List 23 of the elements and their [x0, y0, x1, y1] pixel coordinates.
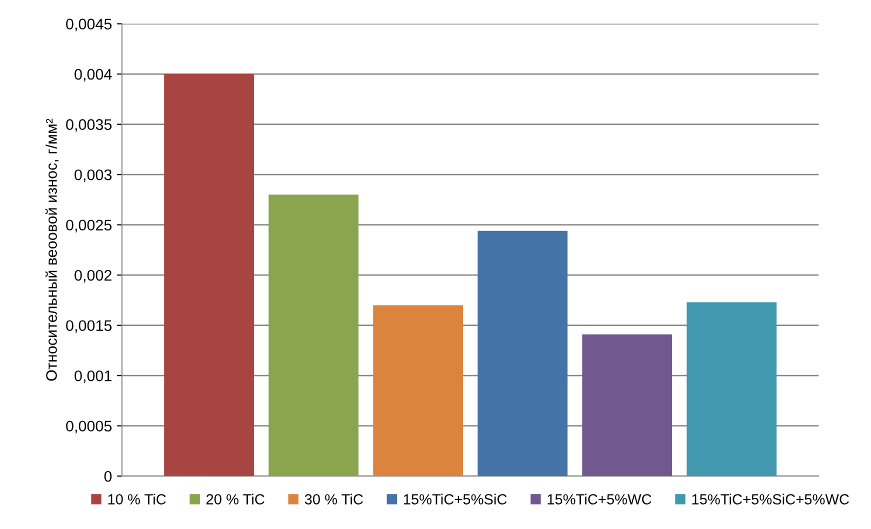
bar [582, 334, 672, 476]
bar [164, 74, 254, 476]
legend-label: 15%TiC+5%SiC+5%WC [692, 494, 849, 504]
y-tick-label: 0,0025 [66, 220, 112, 232]
bar [373, 305, 464, 476]
y-tick-label: 0,0015 [66, 320, 112, 333]
legend-label: 10 % TiC [108, 494, 166, 504]
y-tick-label: 0 [104, 470, 112, 482]
legend-label: 20 % TiC [206, 494, 264, 504]
y-axis-title: Относительный веоовой износ, г/мм² [45, 118, 59, 381]
bar [478, 230, 568, 476]
y-tick-label: 0,004 [74, 68, 112, 82]
legend-label: 30 % TiC [304, 494, 363, 504]
y-tick-label: 0,002 [74, 270, 112, 283]
bar [268, 194, 359, 476]
bar [686, 302, 777, 476]
legend-label: 15%TiC+5%WC [548, 494, 652, 504]
y-tick-label: 0,0045 [66, 18, 112, 32]
y-tick-label: 0,0035 [66, 119, 112, 132]
y-tick-label: 0,0005 [66, 420, 112, 434]
y-tick-label: 0,001 [74, 370, 112, 384]
legend-label: 15%TiC+5%SiC [404, 494, 507, 504]
y-tick-label: 0,003 [74, 169, 112, 182]
